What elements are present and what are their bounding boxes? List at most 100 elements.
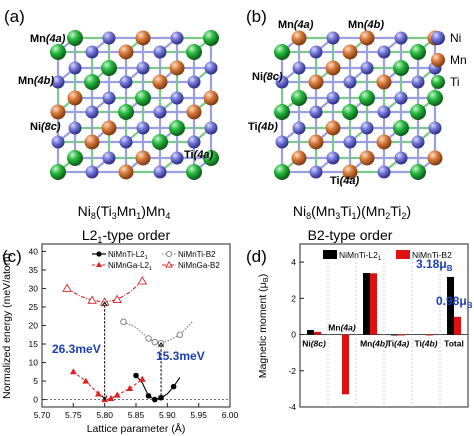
bar-nimnti-l21-5 <box>447 276 454 335</box>
mn-atom <box>325 60 341 76</box>
ni-atom <box>153 105 167 119</box>
ni-atom <box>51 75 65 89</box>
bar-nimnti-l21-2 <box>363 272 370 335</box>
ni-atom <box>170 91 184 105</box>
panel-a-letter: (a) <box>4 7 25 26</box>
point-b2-ga <box>137 276 148 285</box>
chart-c-xtick-label: 5.75 <box>65 410 82 420</box>
ti-atom <box>274 104 290 120</box>
point-l21-ga <box>95 390 102 397</box>
category-label-2: Mn(4b) <box>360 339 388 349</box>
atom-legend-ti-swatch <box>431 75 445 89</box>
chart-d-ytick-label: 4 <box>291 257 296 267</box>
category-label-3: Ti(4a) <box>387 339 410 349</box>
ni-atom <box>187 75 201 89</box>
chart-c-xtick-label: 5.85 <box>128 410 145 420</box>
crystal-structure-b <box>274 30 443 180</box>
chart-c-ytick-label: 35 <box>29 265 39 275</box>
mn-atom <box>135 150 151 166</box>
ni-atom <box>85 165 99 179</box>
ti-atom <box>393 60 409 76</box>
ni-atom <box>292 61 306 75</box>
ni-atom <box>68 61 82 75</box>
chart-d-ytick-label: -2 <box>288 366 296 376</box>
ni-atom <box>119 75 133 89</box>
mn-atom <box>291 30 307 46</box>
ni-atom <box>377 45 391 59</box>
panel-a: (a) Mn(4a) Mn(4b) Ni(8c) Ti(4a) Ni8(Ti3M… <box>4 7 219 245</box>
mn-atom <box>342 44 358 60</box>
legend-c-label-3: NiMnGa-B2 <box>178 261 220 270</box>
legend-d-label-1: NiMnTi-B2 <box>412 250 452 260</box>
category-label-site: (4b) <box>372 339 388 349</box>
legend-c-label-1: NiMnTi-B2 <box>178 250 216 259</box>
legend-d-label-0: NiMnTi-L21 <box>339 250 382 262</box>
ni-atom <box>326 91 340 105</box>
point-b2-ti <box>151 338 159 346</box>
ti-atom <box>169 120 185 136</box>
formula-a: Ni8(Ti3Mn1)Mn4 <box>78 203 171 221</box>
category-label-1: Mn(4a) <box>328 323 356 333</box>
chart-c-xtick-label: 6.00 <box>222 410 239 420</box>
energy-gap-arrowhead-bottom-1 <box>158 395 164 401</box>
ni-atom <box>360 121 374 135</box>
ti-atom <box>67 150 83 166</box>
ti-atom <box>186 44 202 60</box>
point-l21-ti <box>170 383 177 390</box>
mn-atom <box>67 90 83 106</box>
legend-c-marker-0 <box>96 251 102 257</box>
chart-c-ytick-label: 0 <box>33 395 38 405</box>
panel-c: (c) 5.70 5.75 5.80 5.85 5.90 5.95 6.00 0 5 10 15 20… <box>1 243 239 435</box>
bar-nimnti-b2-2 <box>370 273 377 335</box>
mn-atom <box>50 104 66 120</box>
category-label-main: Ti <box>415 339 422 349</box>
category-label-main: Ti <box>387 339 394 349</box>
ti-atom <box>67 30 83 46</box>
label-mn-4a-b: Mn(4a) <box>278 19 314 31</box>
ti-atom <box>342 104 358 120</box>
point-l21-ga <box>107 394 115 401</box>
ti-atom <box>410 44 426 60</box>
mn-atom <box>203 90 219 106</box>
bar-nimnti-l21-3 <box>391 334 398 336</box>
chart-d-ytick-label: 0 <box>291 330 296 340</box>
category-label-5: Total <box>444 339 464 349</box>
chart-d-ylabel: Magnetic moment (μB) <box>257 274 270 378</box>
ti-atom <box>393 120 409 136</box>
label-ti-4a-a: Ti(4a) <box>184 149 213 161</box>
label-ni-8c-b: Ni(8c) <box>252 71 283 83</box>
mn-atom <box>308 74 324 90</box>
chart-c-ytick-label: 10 <box>29 358 39 368</box>
category-label-site: (8c) <box>311 339 326 349</box>
ni-atom <box>309 105 323 119</box>
point-b2-ga <box>87 295 97 304</box>
ni-atom <box>326 151 340 165</box>
ni-atom <box>85 105 99 119</box>
ni-atom <box>411 135 425 149</box>
chart-d-ytick-label: -4 <box>288 402 296 412</box>
atom-legend-ni-swatch <box>431 31 445 45</box>
ti-atom <box>410 104 426 120</box>
mn-atom <box>308 134 324 150</box>
annotation-3-18: 3.18μB <box>416 257 453 273</box>
ni-atom <box>102 31 116 45</box>
mn-atom <box>152 74 168 90</box>
ni-atom <box>275 135 289 149</box>
ni-atom <box>170 31 184 45</box>
ni-atom <box>394 151 408 165</box>
annotation-0-98: 0.98μB <box>436 294 473 310</box>
ti-atom <box>152 134 168 150</box>
point-l21-ti <box>152 396 158 403</box>
bar-nimnti-b2-1 <box>342 334 349 395</box>
mn-atom <box>325 120 341 136</box>
chart-c-ytick-label: 5 <box>33 376 38 386</box>
ni-atom <box>68 121 82 135</box>
ti-atom <box>291 90 307 106</box>
point-l21-ga <box>138 375 146 382</box>
ni-atom <box>275 75 289 89</box>
legend-c-marker-3 <box>165 260 173 268</box>
point-b2-ga <box>112 294 122 304</box>
